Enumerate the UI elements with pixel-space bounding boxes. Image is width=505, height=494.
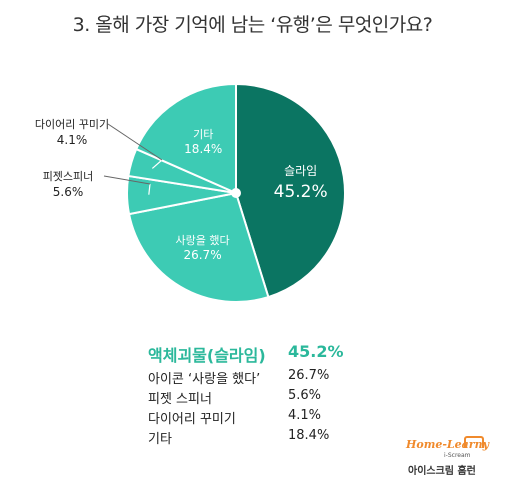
slice-label-기타: 기타 — [193, 128, 213, 141]
slice-label-슬라임: 슬라임 — [284, 164, 317, 178]
pie-slice-슬라임 — [235, 82, 346, 299]
pie-slice-기타 — [134, 82, 237, 195]
logo-brand-name: 아이스크림 홈런 — [408, 466, 476, 477]
house-icon — [464, 436, 484, 448]
logo-wordmark: Home-Learny — [406, 438, 489, 451]
row-label: 기타 — [148, 432, 172, 447]
brand-logo: Home-Learny i-Scream 아이스크림 홈런 — [404, 436, 494, 486]
slice-value-피젯스피너: 5.6% — [53, 185, 84, 199]
row-label: 액체괴물(슬라임) — [148, 346, 266, 365]
row-value: 5.6% — [288, 388, 322, 403]
leader-line-다이어리-꾸미기 — [151, 159, 163, 169]
row-value: 4.1% — [288, 408, 322, 423]
slice-label-사랑을-했다: 사랑을 했다 — [175, 234, 229, 247]
pie-slices — [126, 82, 346, 303]
row-label: 아이콘 ‘사랑을 했다’ — [148, 372, 261, 387]
slice-value-슬라임: 45.2% — [274, 182, 328, 202]
chart-title: 3. 올해 가장 기억에 남는 ‘유행’은 무엇인가요? — [72, 14, 433, 36]
slice-label-다이어리-꾸미기: 다이어리 꾸미기 — [35, 118, 109, 131]
leader-line-outer-피젯스피너 — [103, 175, 151, 185]
row-label: 다이어리 꾸미기 — [148, 412, 236, 427]
logo-subtext: i-Scream — [444, 452, 471, 459]
slice-label-피젯스피너: 피젯스피너 — [43, 170, 94, 183]
leader-line-outer-다이어리-꾸미기 — [107, 123, 163, 161]
row-label: 피젯 스피너 — [148, 392, 212, 407]
slice-value-기타: 18.4% — [184, 142, 222, 156]
leader-line-피젯스피너 — [148, 183, 151, 195]
pie-center-dot — [231, 188, 241, 198]
row-value: 45.2% — [288, 342, 344, 361]
leader-lines — [103, 123, 163, 195]
slice-value-다이어리-꾸미기: 4.1% — [57, 133, 88, 147]
slice-value-사랑을-했다: 26.7% — [183, 248, 221, 262]
row-value: 18.4% — [288, 428, 330, 443]
pie-slice-사랑을-했다 — [127, 191, 270, 303]
row-value: 26.7% — [288, 368, 330, 383]
